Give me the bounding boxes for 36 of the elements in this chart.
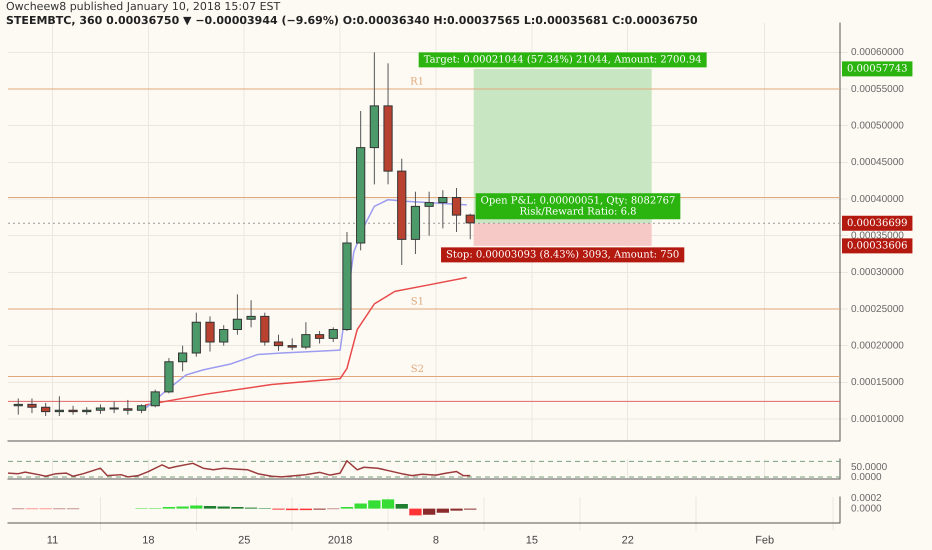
x-tick-label: Feb [755, 534, 774, 546]
y-tick-label: 50.0000 [851, 462, 888, 473]
x-tick-label: 8 [432, 534, 440, 546]
ref-line-label: S1 [410, 296, 424, 308]
ref-line-label: S2 [410, 364, 424, 376]
y-tick-label: 0.00055000 [851, 84, 904, 95]
x-tick-label: 2018 [328, 534, 352, 546]
y-tick-label: 0.00010000 [851, 414, 904, 425]
y-tick-label: 0.00040000 [851, 194, 904, 205]
y-tick-label: 0.00035000 [851, 230, 904, 242]
y-tick-label: 0.00030000 [851, 267, 904, 278]
y-tick-label: 0.00020000 [851, 340, 904, 352]
y-tick-label: 0.00060000 [851, 47, 904, 58]
x-tick-label: 11 [46, 534, 58, 546]
y-tick-label: 0.0002 [851, 493, 882, 504]
y-tick-label: 0.00045000 [851, 157, 904, 168]
y-tick-label: 0.0000 [851, 503, 882, 514]
bar [409, 508, 422, 516]
data-label: Target: 0.00021044 (57.34%) 21044, Amount: 2700.94 [424, 54, 702, 66]
text: 0.00033606 [846, 240, 908, 252]
chart-subtitle: STEEMBTC, 360 0.00036750 ▼ −0.00003944 (−9.69%) O:0.00036340 H:0.00037565 L:0.00035681 C:0.00036750 [6, 14, 698, 28]
y-tick-label: 0.0000 [851, 472, 882, 483]
bar [396, 504, 408, 509]
text: 0.00057743 [846, 63, 908, 74]
ref-line-label: R1 [410, 76, 424, 88]
x-tick-label: 22 [622, 534, 634, 546]
data-label: Stop: 0.00003093 (8.43%) 3093, Amount: 750 [446, 249, 680, 260]
y-tick-label: 0.00015000 [851, 377, 904, 388]
text: 0.00036699 [846, 218, 908, 229]
y-tick-label: 0.00050000 [851, 120, 904, 132]
annotation: Open P&L: 0.00000051, Qty: 8082767 Risk/Reward Ratio: 6.8 [480, 195, 676, 218]
chart-title: Owcheew8 published January 10, 2018 15:07 EST [6, 0, 282, 14]
x-tick-label: 25 [238, 534, 250, 546]
x-tick-label: 15 [526, 534, 538, 546]
x-tick-label: 18 [142, 534, 155, 546]
y-tick-label: 0.00025000 [851, 304, 904, 315]
